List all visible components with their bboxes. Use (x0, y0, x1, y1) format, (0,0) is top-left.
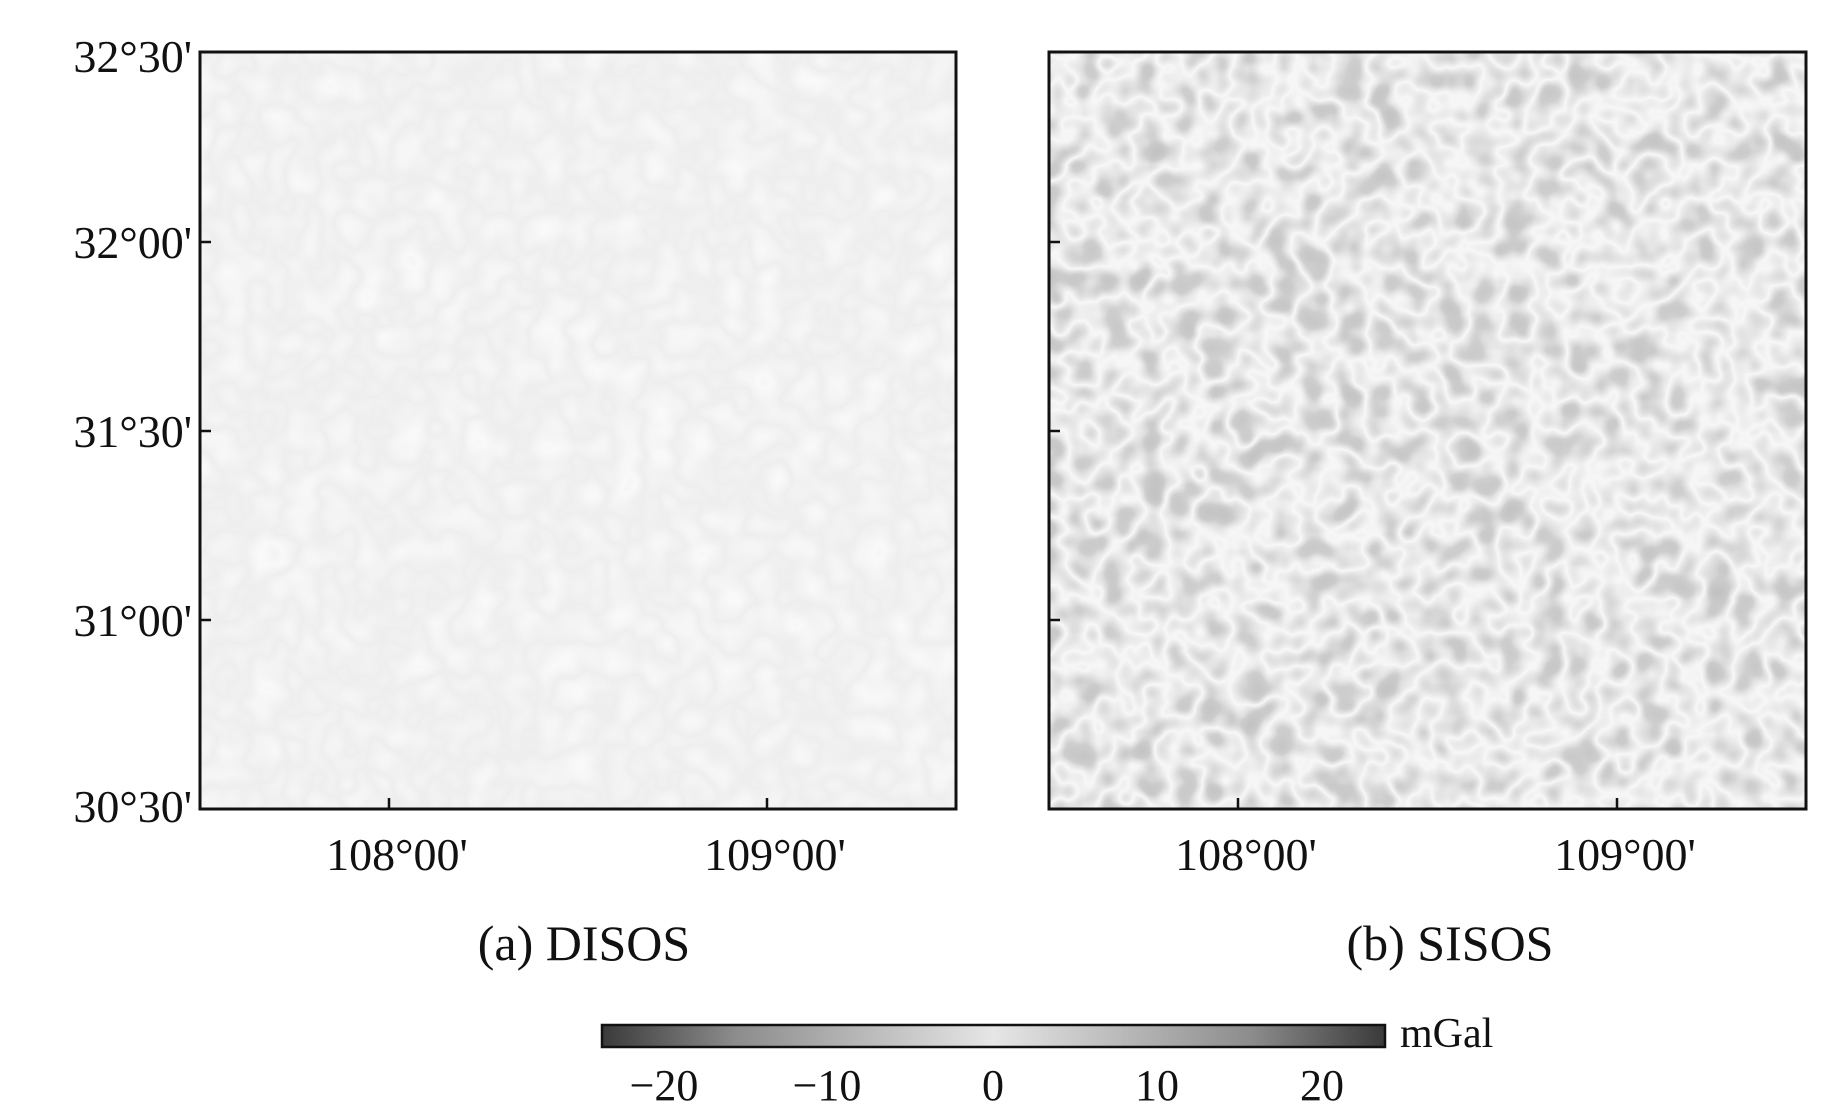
colorbar-tick-label: 20 (1300, 1061, 1344, 1110)
colorbar: mGal −20 −10 0 10 20 (600, 1011, 1493, 1110)
panel-a-ylabel: 31°30' (73, 406, 192, 457)
panel-a-ylabel: 31°00' (73, 595, 192, 646)
panel-b-xlabel: 109°00' (1554, 829, 1696, 880)
panel-a-xlabel: 109°00' (704, 829, 846, 880)
panel-a-xlabel: 108°00' (326, 829, 468, 880)
panel-a-ylabel: 30°30' (73, 781, 192, 832)
colorbar-tick-label: −10 (793, 1061, 862, 1110)
colorbar-unit: mGal (1400, 1011, 1493, 1057)
panel-b-caption: (b) SISOS (1347, 915, 1554, 971)
panel-a-ylabel: 32°30' (73, 31, 192, 82)
panel-a-ylabel: 32°00' (73, 217, 192, 268)
panel-b-xlabel: 108°00' (1175, 829, 1317, 880)
panel-b-field (1049, 52, 1806, 809)
colorbar-tick-label: 0 (982, 1061, 1004, 1110)
panel-a-caption: (a) DISOS (478, 915, 690, 971)
panel-a-field (200, 52, 956, 809)
colorbar-gradient (600, 1023, 1387, 1049)
panel-a: 32°30' 32°00' 31°30' 31°00' 30°30' 108°0… (73, 31, 958, 971)
colorbar-tick-label: −20 (630, 1061, 699, 1110)
panel-b: 108°00' 109°00' (b) SISOS (1047, 50, 1808, 971)
colorbar-tick-label: 10 (1135, 1061, 1179, 1110)
